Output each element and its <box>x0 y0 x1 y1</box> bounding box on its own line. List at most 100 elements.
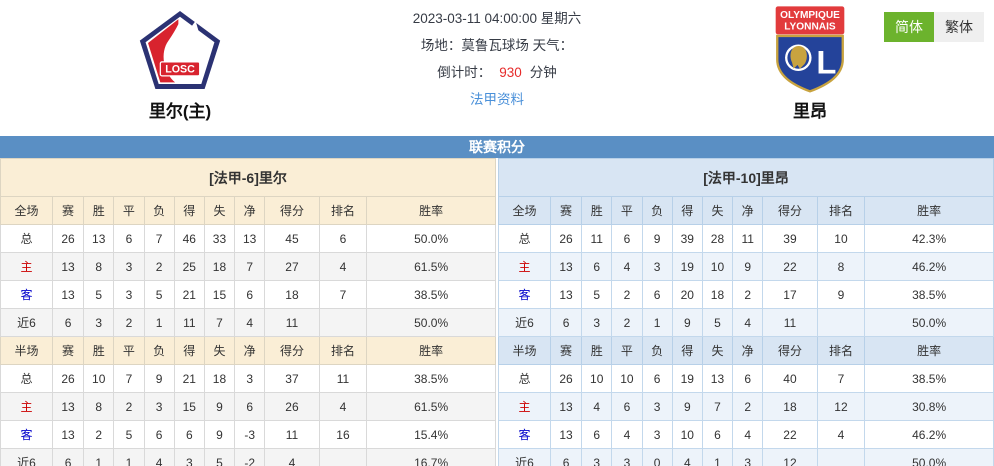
stat-cell: 50.0% <box>366 308 496 337</box>
stat-cell: 4 <box>611 420 643 449</box>
stat-cell: 5 <box>83 280 115 309</box>
stat-cell: 6 <box>113 224 145 253</box>
standings-title: 联赛积分 <box>0 136 994 158</box>
countdown-value: 930 <box>499 65 522 80</box>
traditional-chinese-button[interactable]: 繁体 <box>934 12 984 42</box>
match-info: 2023-03-11 04:00:00 星期六 场地：莫鲁瓦球场 天气： 倒计时… <box>347 10 647 118</box>
svg-text:LYONNAIS: LYONNAIS <box>784 22 836 33</box>
row-label-cell: 近6 <box>0 448 53 466</box>
stat-cell: 2 <box>732 392 764 421</box>
stat-cell: 13 <box>549 280 583 309</box>
stat-cell: 2 <box>83 420 115 449</box>
stat-cell: 4 <box>732 308 764 337</box>
stat-cell: 9 <box>143 364 175 393</box>
stat-cell: 50.0% <box>864 448 994 466</box>
stat-cell: 4 <box>234 308 266 337</box>
stat-cell: 1 <box>113 448 145 466</box>
row-label-cell: 总 <box>498 224 551 253</box>
column-header-cell: 全场 <box>0 196 53 225</box>
column-header-cell: 得 <box>173 196 205 225</box>
stat-cell: 11 <box>173 308 205 337</box>
stat-cell: 7 <box>143 224 175 253</box>
stat-cell <box>318 448 368 466</box>
ol-crest-icon: OLYMPIQUE LYONNAIS L <box>730 6 890 94</box>
stat-cell: 9 <box>641 224 673 253</box>
stat-cell: 13 <box>51 252 85 281</box>
weather-label: 天气： <box>532 38 574 53</box>
column-header-cell: 平 <box>113 196 145 225</box>
column-header-row: 全场赛胜平负得失净得分 排名 胜率 <box>498 196 994 225</box>
stat-cell: 6 <box>51 308 85 337</box>
stat-cell: 9 <box>203 420 236 449</box>
stat-cell: 33 <box>203 224 236 253</box>
away-team-name: 里昂 <box>793 102 827 121</box>
stat-cell: 3 <box>641 392 673 421</box>
stat-cell: 6 <box>581 420 613 449</box>
column-header-cell: 胜率 <box>366 196 496 225</box>
stat-cell: 5 <box>203 448 236 466</box>
match-venue-weather: 场地：莫鲁瓦球场 天气： <box>347 37 647 54</box>
stat-cell: 4 <box>611 252 643 281</box>
stat-cell: 26 <box>549 364 583 393</box>
stat-cell: 25 <box>173 252 205 281</box>
stat-cell: 4 <box>318 252 368 281</box>
stats-row: 近6 6 1 1 4 3 5 -2 4 16.7% <box>0 448 496 466</box>
stat-cell: 6 <box>549 308 583 337</box>
column-header-cell: 净 <box>732 196 764 225</box>
row-label-cell: 总 <box>498 364 551 393</box>
column-header-cell: 全场 <box>498 196 551 225</box>
stat-cell: 6 <box>581 252 613 281</box>
stat-cell: 22 <box>762 420 818 449</box>
stat-cell <box>816 448 866 466</box>
column-header-cell: 赛 <box>51 196 85 225</box>
stat-cell: 37 <box>264 364 320 393</box>
stat-cell: 11 <box>732 224 764 253</box>
row-label-cell: 主 <box>498 392 551 421</box>
stats-row: 近6 6 3 2 1 9 5 4 11 50.0% <box>498 308 994 337</box>
stat-cell: 38.5% <box>366 364 496 393</box>
stat-cell: 0 <box>641 448 673 466</box>
countdown-label: 倒计时： <box>437 65 492 80</box>
stat-cell: 6 <box>641 364 673 393</box>
stats-row: 总 26 10 7 9 21 18 3 37 11 38.5% <box>0 364 496 393</box>
stat-cell: 8 <box>816 252 866 281</box>
stat-cell: 40 <box>762 364 818 393</box>
stat-cell: 4 <box>671 448 703 466</box>
column-header-cell: 赛 <box>549 196 583 225</box>
stats-row: 客 13 2 5 6 6 9 -3 11 16 15.4% <box>0 420 496 449</box>
column-header-cell: 平 <box>113 336 145 365</box>
column-header-cell: 排名 <box>318 196 368 225</box>
stat-cell: 26 <box>264 392 320 421</box>
stat-cell: 61.5% <box>366 252 496 281</box>
losc-crest-icon: LOSC <box>100 6 260 94</box>
column-header-cell: 半场 <box>0 336 53 365</box>
stat-cell: 61.5% <box>366 392 496 421</box>
stat-cell: 27 <box>264 252 320 281</box>
row-label-cell: 客 <box>0 280 53 309</box>
stat-cell: 21 <box>173 280 205 309</box>
row-label-cell: 总 <box>0 224 53 253</box>
column-header-cell: 得 <box>671 336 703 365</box>
simplified-chinese-button[interactable]: 简体 <box>884 12 934 42</box>
stat-cell: 1 <box>701 448 734 466</box>
stat-cell: 3 <box>641 252 673 281</box>
stat-cell: 13 <box>51 392 85 421</box>
stat-cell: 3 <box>234 364 266 393</box>
home-team-block: LOSC 里尔(主) <box>100 6 260 122</box>
column-header-cell: 失 <box>203 336 236 365</box>
venue-value: 莫鲁瓦球场 <box>461 38 529 53</box>
stat-cell: 9 <box>671 308 703 337</box>
stat-cell: 11 <box>264 420 320 449</box>
stat-cell: 16 <box>318 420 368 449</box>
stat-cell: 13 <box>234 224 266 253</box>
stat-cell: 2 <box>113 392 145 421</box>
league-info-link[interactable]: 法甲资料 <box>470 92 524 107</box>
column-header-cell: 胜 <box>581 336 613 365</box>
stat-cell: 6 <box>318 224 368 253</box>
stat-cell: 19 <box>671 364 703 393</box>
stat-cell: 50.0% <box>366 224 496 253</box>
stat-cell: 1 <box>83 448 115 466</box>
stat-cell: 3 <box>173 448 205 466</box>
column-header-cell: 胜率 <box>864 336 994 365</box>
svg-text:OLYMPIQUE: OLYMPIQUE <box>780 10 840 21</box>
